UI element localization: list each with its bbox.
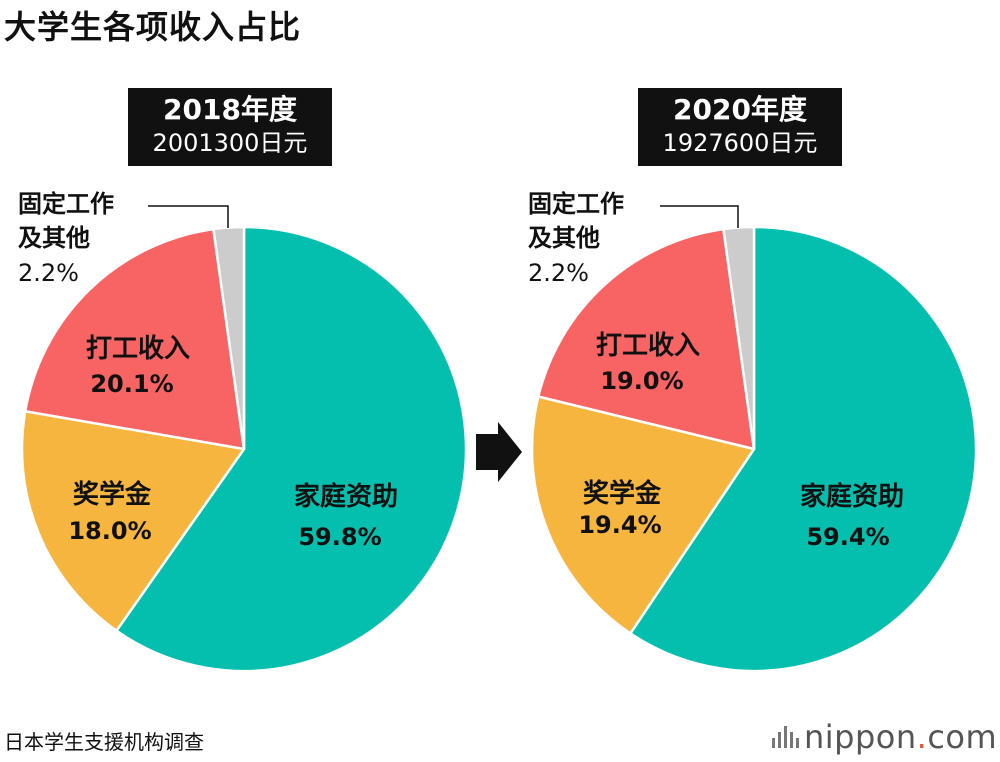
logo-bars-icon	[770, 724, 800, 750]
total-amount-2020: 1927600日元	[662, 129, 818, 157]
scholarship-slice-2020	[530, 395, 756, 635]
family-support-pct-2020: 59.4%	[806, 523, 889, 551]
scholarship-pct-2018: 18.0%	[68, 517, 151, 545]
year-box-2020: 2020年度 1927600日元	[638, 88, 842, 166]
source-note: 日本学生支援机构调查	[4, 730, 204, 754]
pie-chart-2020	[530, 225, 978, 673]
family-support-pct-2018: 59.8%	[298, 523, 381, 551]
scholarship-pct-2020: 19.4%	[578, 511, 661, 539]
year-label-2018: 2018年度	[163, 93, 297, 126]
part-time-pct-2018: 20.1%	[90, 370, 173, 398]
other-label-line2-2018: 及其他	[18, 224, 90, 252]
other-pct-2020: 2.2%	[528, 259, 589, 287]
part-time-pct-2020: 19.0%	[600, 367, 683, 395]
logo-tld: com	[927, 718, 998, 756]
total-amount-2018: 2001300日元	[152, 129, 308, 157]
other-pct-2018: 2.2%	[18, 259, 79, 287]
scholarship-slice-2018	[20, 409, 246, 632]
part-time-slice-2020	[537, 227, 756, 451]
other-label-line1-2018: 固定工作	[18, 190, 114, 218]
leader-line-2018	[148, 205, 229, 228]
logo-dot: .	[916, 718, 928, 756]
year-label-2020: 2020年度	[673, 93, 807, 126]
year-box-2018: 2018年度 2001300日元	[128, 88, 332, 166]
part-time-label-2020: 打工收入	[596, 331, 700, 361]
leader-line-2020	[660, 205, 739, 228]
scholarship-label-2018: 奖学金	[73, 479, 152, 510]
other-label-line1-2020: 固定工作	[528, 190, 624, 218]
part-time-label-2018: 打工收入	[86, 334, 190, 364]
chart-title: 大学生各项收入占比	[4, 8, 302, 46]
family-support-label-2020: 家庭资助	[800, 481, 904, 512]
family-support-slice-2020	[629, 225, 978, 673]
other-label-line2-2020: 及其他	[528, 224, 600, 252]
nippon-logo: nippon.com	[770, 718, 997, 756]
pie-chart-2018	[20, 225, 468, 673]
part-time-slice-2018	[23, 227, 246, 451]
family-support-label-2018: 家庭资助	[294, 481, 398, 512]
family-support-slice-2018	[115, 225, 468, 673]
scholarship-label-2020: 奖学金	[583, 478, 662, 509]
right-arrow-icon	[476, 422, 522, 482]
logo-name: nippon	[804, 718, 917, 756]
